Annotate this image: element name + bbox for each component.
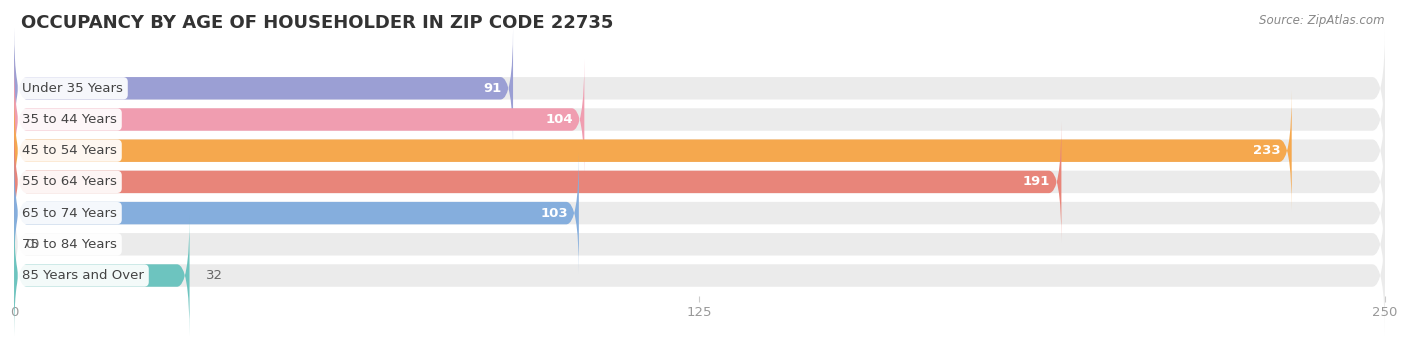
FancyBboxPatch shape <box>14 90 1292 211</box>
FancyBboxPatch shape <box>14 121 1385 242</box>
FancyBboxPatch shape <box>14 153 579 273</box>
FancyBboxPatch shape <box>14 28 1385 149</box>
Text: 65 to 74 Years: 65 to 74 Years <box>22 207 117 220</box>
FancyBboxPatch shape <box>14 59 585 180</box>
Text: 45 to 54 Years: 45 to 54 Years <box>22 144 117 157</box>
Text: 104: 104 <box>546 113 574 126</box>
Text: 55 to 64 Years: 55 to 64 Years <box>22 175 117 188</box>
Text: 0: 0 <box>25 238 34 251</box>
FancyBboxPatch shape <box>14 90 1385 211</box>
Text: 103: 103 <box>540 207 568 220</box>
Text: 91: 91 <box>484 82 502 95</box>
Text: 233: 233 <box>1253 144 1281 157</box>
Text: 32: 32 <box>207 269 224 282</box>
FancyBboxPatch shape <box>14 184 1385 305</box>
Text: Under 35 Years: Under 35 Years <box>22 82 124 95</box>
Text: 191: 191 <box>1024 175 1050 188</box>
FancyBboxPatch shape <box>14 153 1385 273</box>
Text: 85 Years and Over: 85 Years and Over <box>22 269 145 282</box>
Text: 75 to 84 Years: 75 to 84 Years <box>22 238 117 251</box>
Text: 0: 0 <box>31 238 39 251</box>
FancyBboxPatch shape <box>14 28 513 149</box>
Text: Source: ZipAtlas.com: Source: ZipAtlas.com <box>1260 14 1385 27</box>
FancyBboxPatch shape <box>14 59 1385 180</box>
Text: 35 to 44 Years: 35 to 44 Years <box>22 113 117 126</box>
FancyBboxPatch shape <box>14 121 1062 242</box>
FancyBboxPatch shape <box>14 215 190 336</box>
FancyBboxPatch shape <box>14 215 1385 336</box>
Text: OCCUPANCY BY AGE OF HOUSEHOLDER IN ZIP CODE 22735: OCCUPANCY BY AGE OF HOUSEHOLDER IN ZIP C… <box>21 14 613 32</box>
